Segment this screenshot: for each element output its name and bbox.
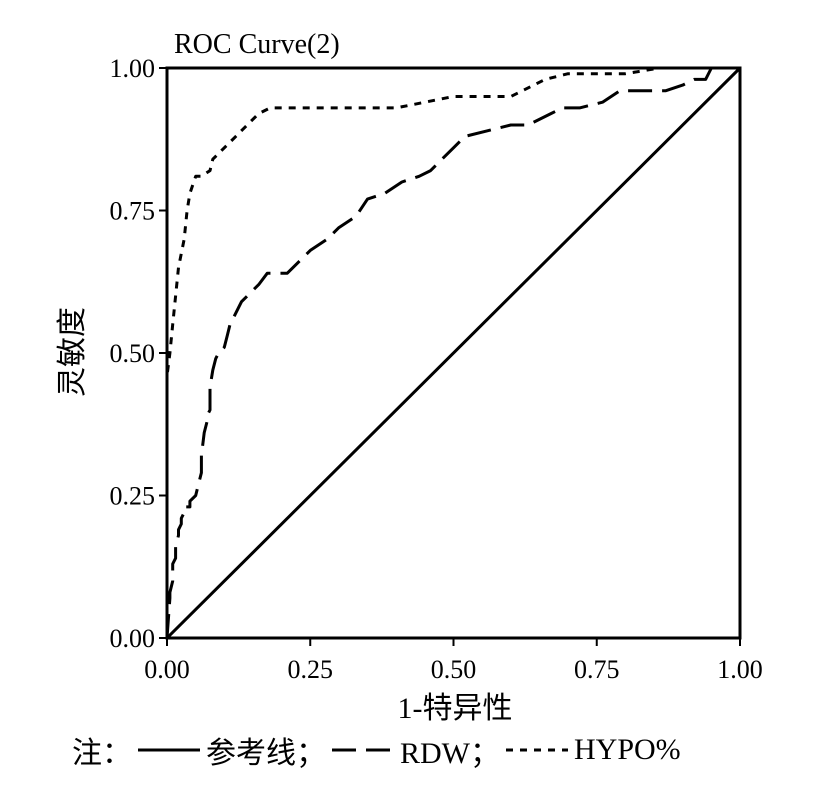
y-tick-label: 0.50	[110, 339, 156, 368]
y-tick-label: 0.00	[110, 624, 156, 653]
x-tick-label: 0.50	[431, 655, 477, 684]
legend-item-reference: 参考线；	[132, 728, 326, 772]
series-line-dotted	[165, 66, 740, 638]
legend-item-rdw: RDW；	[326, 728, 500, 772]
legend-swatch-solid	[138, 748, 200, 752]
series-line-solid	[165, 66, 742, 640]
y-tick-label: 1.00	[110, 54, 156, 83]
x-axis-ticks: 0.00 0.25 0.50 0.75 1.00	[144, 638, 763, 684]
series-layer	[165, 66, 742, 640]
y-axis-ticks: 0.00 0.25 0.50 0.75 1.00	[110, 54, 167, 653]
x-tick-label: 0.75	[574, 655, 620, 684]
x-axis-label: 1-特异性	[398, 692, 513, 725]
legend-swatch-dashed	[332, 748, 394, 752]
y-tick-label: 0.75	[110, 197, 156, 226]
legend-swatch-dotted	[506, 748, 568, 752]
chart-title: ROC Curve(2)	[174, 29, 340, 60]
x-tick-label: 0.00	[144, 655, 190, 684]
y-tick-label: 0.25	[110, 482, 156, 511]
legend-label-hypo: HYPO%	[574, 733, 681, 766]
legend-label-rdw: RDW；	[400, 737, 500, 770]
legend-note: 注： 参考线； RDW； HYPO%	[72, 730, 681, 770]
legend-label-reference: 参考线；	[206, 737, 326, 770]
note-prefix: 注：	[72, 737, 132, 770]
legend-item-hypo: HYPO%	[500, 733, 681, 767]
x-tick-label: 0.25	[288, 655, 334, 684]
y-axis-label: 灵敏度	[56, 307, 89, 397]
x-tick-label: 1.00	[717, 655, 763, 684]
